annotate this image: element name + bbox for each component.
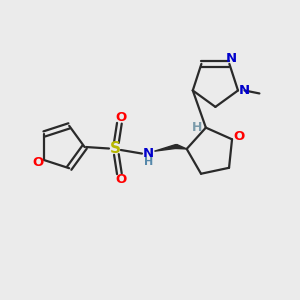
Polygon shape (154, 145, 177, 151)
Text: N: N (225, 52, 236, 65)
Text: O: O (115, 111, 127, 124)
Text: O: O (115, 172, 127, 186)
Polygon shape (176, 144, 187, 149)
Text: N: N (239, 84, 250, 97)
Text: S: S (110, 141, 120, 156)
Text: H: H (144, 157, 153, 167)
Text: O: O (32, 156, 44, 169)
Text: N: N (143, 147, 154, 160)
Text: O: O (233, 130, 245, 143)
Text: H: H (192, 121, 203, 134)
